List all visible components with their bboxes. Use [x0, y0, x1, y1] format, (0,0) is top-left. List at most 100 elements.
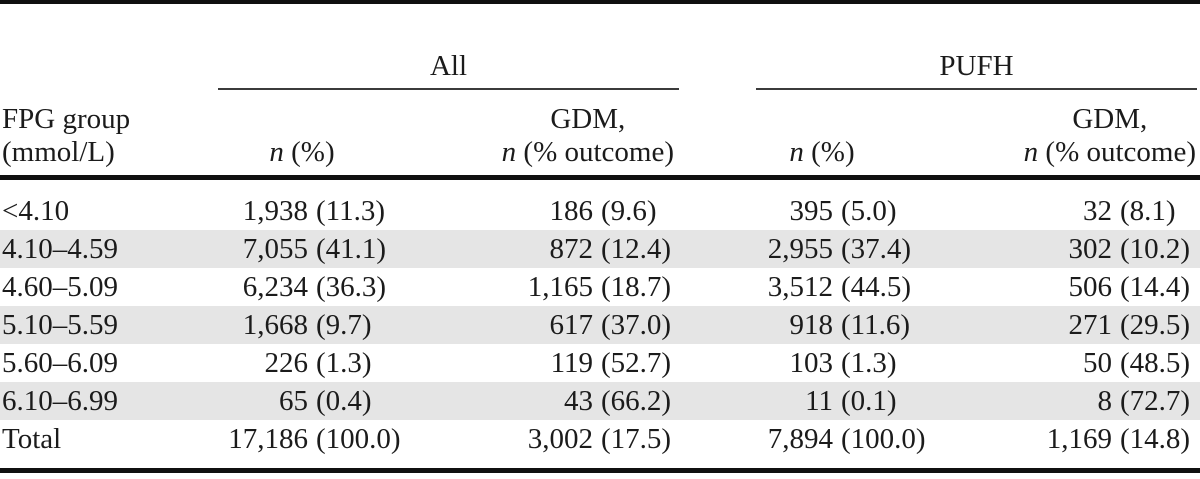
count-value: 7,894 [767, 423, 833, 455]
count-value: 1,165 [527, 271, 593, 303]
pct-value: (66.2) [601, 385, 672, 417]
column-header-all-n: n (%) [212, 136, 412, 169]
table-row: 5.10–5.59 1,668 (9.7) 617 (37.0) 918 (11.6)… [0, 306, 1200, 344]
bottom-rule [0, 468, 1200, 473]
group-rule-all [218, 88, 679, 90]
pct-value: (52.7) [601, 347, 672, 379]
pct-value: (12.4) [601, 233, 672, 265]
count-value: 103 [789, 347, 834, 379]
pct-value: (1.3) [841, 347, 897, 379]
pct-value: (37.4) [841, 233, 912, 265]
count-value: 7,055 [242, 233, 308, 265]
fpg-group-line2: (mmol/L) [2, 136, 115, 168]
count-value: 50 [1083, 347, 1112, 379]
fpg-group-line1: FPG group [2, 103, 131, 135]
pct-value: (48.5) [1120, 347, 1191, 379]
n-symbol: n [1023, 136, 1039, 168]
pct-value: (36.3) [316, 271, 387, 303]
pct-value: (11.6) [841, 309, 910, 341]
count-value: 3,002 [527, 423, 593, 455]
fpg-group-cell: 5.10–5.59 [2, 309, 118, 341]
column-header-row: FPG group (mmol/L) n (%) GDM, n (% outco… [0, 90, 1200, 175]
table-row-total: Total 17,186 (100.0) 3,002 (17.5) 7,894 (10… [0, 420, 1200, 458]
table-row: <4.10 1,938 (11.3) 186 (9.6) 395 (5.0) 32 (8… [0, 192, 1200, 230]
all-gdm-cell: 43 (66.2) [412, 382, 680, 420]
n-pct-label: (%) [291, 136, 335, 168]
pufh-n-cell: 103 (1.3) [680, 344, 940, 382]
pct-value: (0.4) [316, 385, 372, 417]
pct-value: (1.3) [316, 347, 372, 379]
pufh-n-cell: 395 (5.0) [680, 192, 940, 230]
pufh-n-cell: 3,512 (44.5) [680, 268, 940, 306]
count-value: 302 [1068, 233, 1113, 265]
pct-value: (11.3) [316, 195, 385, 227]
pufh-gdm-cell: 8 (72.7) [940, 382, 1200, 420]
table-row: 6.10–6.99 65 (0.4) 43 (66.2) 11 (0.1) 8 (72.… [0, 382, 1200, 420]
pct-value: (9.6) [601, 195, 657, 227]
fpg-group-cell: <4.10 [2, 195, 70, 227]
pct-value: (72.7) [1120, 385, 1191, 417]
column-header-pufh-gdm: GDM, n (% outcome) [940, 103, 1200, 169]
pct-value: (100.0) [841, 423, 926, 455]
count-value: 11 [805, 385, 833, 417]
count-value: 395 [789, 195, 834, 227]
count-value: 1,938 [242, 195, 308, 227]
count-value: 119 [550, 347, 593, 379]
table-row: 4.10–4.59 7,055 (41.1) 872 (12.4) 2,955 (37… [0, 230, 1200, 268]
column-header-fpg-group: FPG group (mmol/L) [0, 103, 212, 169]
pufh-gdm-cell: 271 (29.5) [940, 306, 1200, 344]
table-header: All PUFH FPG group (mmol/L) n (%) GDM, [0, 4, 1200, 175]
all-gdm-cell: 872 (12.4) [412, 230, 680, 268]
count-value: 1,169 [1046, 423, 1112, 455]
gdm-line2: n (% outcome) [1024, 136, 1196, 169]
count-value: 65 [279, 385, 308, 417]
pufh-gdm-cell: 1,169 (14.8) [940, 420, 1200, 458]
gdm-header-block: GDM, n (% outcome) [1024, 103, 1200, 169]
pct-value: (41.1) [316, 233, 387, 265]
count-value: 226 [264, 347, 309, 379]
n-symbol: n [789, 136, 804, 168]
fpg-group-cell: 5.60–6.09 [2, 347, 118, 379]
fpg-group-cell: Total [2, 423, 62, 455]
pct-value: (29.5) [1120, 309, 1191, 341]
top-rule [0, 0, 1200, 4]
pufh-n-cell: 7,894 (100.0) [680, 420, 940, 458]
all-n-cell: 1,938 (11.3) [212, 192, 412, 230]
pct-value: (17.5) [601, 423, 672, 455]
pufh-n-cell: 11 (0.1) [680, 382, 940, 420]
all-n-cell: 6,234 (36.3) [212, 268, 412, 306]
pufh-gdm-cell: 50 (48.5) [940, 344, 1200, 382]
group-label-all: All [429, 50, 468, 82]
all-n-cell: 1,668 (9.7) [212, 306, 412, 344]
fpg-group-cell: 4.10–4.59 [2, 233, 118, 265]
pufh-n-cell: 918 (11.6) [680, 306, 940, 344]
all-n-cell: 7,055 (41.1) [212, 230, 412, 268]
gdm-line1: GDM, [550, 103, 626, 135]
all-n-cell: 65 (0.4) [212, 382, 412, 420]
gdm-line1: GDM, [1072, 103, 1148, 135]
fpg-group-cell: 6.10–6.99 [2, 385, 118, 417]
pct-value: (10.2) [1120, 233, 1191, 265]
pufh-n-cell: 2,955 (37.4) [680, 230, 940, 268]
all-gdm-cell: 617 (37.0) [412, 306, 680, 344]
column-header-pufh-n: n (%) [680, 136, 940, 169]
table-row: 5.60–6.09 226 (1.3) 119 (52.7) 103 (1.3) 50… [0, 344, 1200, 382]
n-symbol: n [501, 136, 517, 168]
gdm-outcome-label: (% outcome) [523, 136, 674, 168]
pufh-gdm-cell: 302 (10.2) [940, 230, 1200, 268]
group-header-row: All PUFH [0, 4, 1200, 90]
count-value: 2,955 [767, 233, 833, 265]
pct-value: (0.1) [841, 385, 897, 417]
count-value: 506 [1068, 271, 1113, 303]
table-row: 4.60–5.09 6,234 (36.3) 1,165 (18.7) 3,512(… [0, 268, 1200, 306]
count-value: 271 [1068, 309, 1113, 341]
count-value: 3,512 [767, 271, 833, 303]
all-gdm-cell: 186 (9.6) [412, 192, 680, 230]
all-gdm-cell: 3,002 (17.5) [412, 420, 680, 458]
count-value: 32 [1083, 195, 1112, 227]
all-gdm-cell: 1,165 (18.7) [412, 268, 680, 306]
table-body: <4.10 1,938 (11.3) 186 (9.6) 395 (5.0) 32 (8… [0, 180, 1200, 458]
count-value: 186 [549, 195, 594, 227]
column-header-all-gdm: GDM, n (% outcome) [412, 103, 680, 169]
